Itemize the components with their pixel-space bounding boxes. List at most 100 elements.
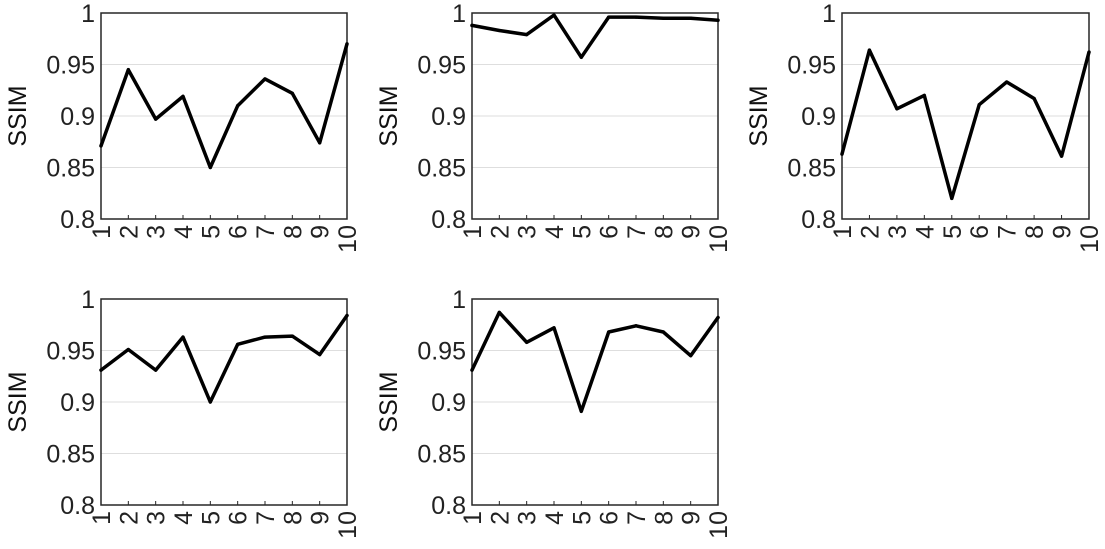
data-point bbox=[716, 315, 720, 320]
data-point bbox=[895, 107, 899, 111]
x-tick-label: 1 bbox=[88, 225, 116, 239]
plot-frame bbox=[471, 298, 719, 506]
x-tick-label: 4 bbox=[170, 511, 198, 525]
data-point bbox=[345, 42, 349, 46]
data-point bbox=[290, 91, 294, 95]
data-point bbox=[840, 152, 844, 156]
y-tick-label: 0.95 bbox=[787, 52, 836, 80]
x-tick-label: 8 bbox=[279, 511, 307, 525]
plot-frame bbox=[100, 12, 348, 220]
y-tick-label: 0.85 bbox=[417, 441, 466, 469]
y-tick-label: 0.85 bbox=[787, 155, 836, 183]
x-tick-label: 5 bbox=[939, 225, 967, 239]
series-line bbox=[99, 42, 349, 170]
x-tick-label: 3 bbox=[143, 225, 171, 239]
y-tick-label: 0.95 bbox=[46, 52, 95, 80]
data-point bbox=[716, 18, 720, 22]
x-tick-label: 1 bbox=[459, 511, 487, 525]
y-tick-label: 0.9 bbox=[431, 103, 466, 131]
x-tick-label: 10 bbox=[1076, 225, 1104, 253]
plot-frame bbox=[100, 298, 348, 506]
x-tick-label: 2 bbox=[486, 225, 514, 239]
y-tick-label: 0.8 bbox=[60, 492, 95, 520]
data-point bbox=[470, 23, 474, 27]
data-point bbox=[99, 368, 103, 372]
x-tick-label: 4 bbox=[541, 225, 569, 239]
data-point bbox=[99, 144, 103, 148]
x-tick-label: 6 bbox=[225, 511, 253, 525]
x-tick-label: 2 bbox=[115, 511, 143, 525]
y-tick-label: 0.95 bbox=[46, 338, 95, 366]
x-tick-label: 7 bbox=[252, 511, 280, 525]
x-tick-label: 2 bbox=[486, 511, 514, 525]
y-tick-label: 0.9 bbox=[801, 103, 836, 131]
data-point bbox=[236, 104, 240, 108]
x-tick-label: 9 bbox=[307, 225, 335, 239]
data-point bbox=[977, 103, 981, 107]
x-tick-label: 1 bbox=[459, 225, 487, 239]
y-tick-label: 0.8 bbox=[60, 206, 95, 234]
data-point bbox=[950, 196, 954, 200]
x-tick-label: 8 bbox=[1021, 225, 1049, 239]
x-tick-label: 3 bbox=[143, 511, 171, 525]
data-point bbox=[126, 68, 130, 72]
series-line bbox=[840, 48, 1091, 201]
data-point bbox=[318, 141, 322, 145]
data-point bbox=[525, 33, 529, 37]
x-tick-label: 2 bbox=[115, 225, 143, 239]
x-tick-label: 4 bbox=[911, 225, 939, 239]
data-point bbox=[497, 28, 501, 33]
x-tick-label: 8 bbox=[650, 511, 678, 525]
data-point bbox=[579, 55, 583, 59]
y-tick-label: 0.9 bbox=[60, 389, 95, 417]
x-tick-label: 8 bbox=[650, 225, 678, 239]
x-tick-label: 4 bbox=[541, 511, 569, 525]
x-tick-label: 4 bbox=[170, 225, 198, 239]
y-axis-label: SSIM bbox=[4, 371, 32, 432]
data-point bbox=[867, 48, 872, 52]
data-point bbox=[208, 165, 212, 170]
y-tick-label: 1 bbox=[81, 0, 95, 28]
data-point bbox=[236, 342, 240, 346]
data-point bbox=[345, 313, 349, 318]
x-tick-label: 7 bbox=[994, 225, 1022, 239]
x-tick-label: 2 bbox=[856, 225, 884, 239]
data-point bbox=[552, 13, 556, 17]
data-point bbox=[689, 354, 693, 358]
y-tick-label: 0.9 bbox=[60, 103, 95, 131]
data-point bbox=[525, 340, 529, 344]
data-point bbox=[470, 368, 474, 372]
x-tick-label: 6 bbox=[966, 225, 994, 239]
plot-frame bbox=[471, 12, 719, 220]
x-tick-label: 6 bbox=[596, 511, 624, 525]
y-axis-label: SSIM bbox=[745, 85, 773, 146]
data-point bbox=[634, 324, 638, 328]
x-tick-label: 3 bbox=[514, 511, 542, 525]
y-tick-label: 0.85 bbox=[417, 155, 466, 183]
x-tick-label: 7 bbox=[252, 225, 280, 239]
x-tick-label: 5 bbox=[568, 225, 596, 239]
series-line bbox=[470, 310, 720, 414]
data-point bbox=[661, 330, 665, 334]
x-tick-label: 10 bbox=[334, 511, 362, 539]
y-tick-label: 0.85 bbox=[46, 155, 95, 183]
y-tick-label: 1 bbox=[822, 0, 836, 28]
data-point bbox=[181, 94, 185, 99]
data-point bbox=[634, 15, 638, 19]
x-tick-label: 6 bbox=[596, 225, 624, 239]
data-point bbox=[290, 334, 294, 338]
y-tick-label: 1 bbox=[81, 286, 95, 314]
data-point bbox=[661, 16, 665, 20]
x-tick-label: 1 bbox=[88, 511, 116, 525]
y-tick-label: 0.8 bbox=[431, 206, 466, 234]
x-tick-label: 10 bbox=[705, 225, 733, 253]
data-point bbox=[1005, 80, 1009, 84]
y-axis-label: SSIM bbox=[4, 85, 32, 146]
y-tick-label: 0.95 bbox=[417, 52, 466, 80]
data-point bbox=[126, 347, 130, 352]
y-tick-label: 0.8 bbox=[431, 492, 466, 520]
data-point bbox=[1032, 96, 1036, 101]
